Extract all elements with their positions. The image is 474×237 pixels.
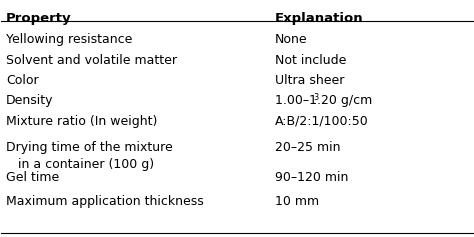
Text: 90–120 min: 90–120 min [275,171,348,184]
Text: A:B/2:1/100:50: A:B/2:1/100:50 [275,115,368,128]
Text: None: None [275,33,307,46]
Text: Explanation: Explanation [275,12,364,25]
Text: Gel time: Gel time [6,171,59,184]
Text: 1.00–1.20 g/cm: 1.00–1.20 g/cm [275,94,372,107]
Text: Property: Property [6,12,72,25]
Text: Yellowing resistance: Yellowing resistance [6,33,132,46]
Text: 10 mm: 10 mm [275,195,319,208]
Text: Mixture ratio (In weight): Mixture ratio (In weight) [6,115,157,128]
Text: Drying time of the mixture
   in a container (100 g): Drying time of the mixture in a containe… [6,141,173,171]
Text: Density: Density [6,94,54,107]
Text: Color: Color [6,74,39,87]
Text: Maximum application thickness: Maximum application thickness [6,195,204,208]
Text: Solvent and volatile matter: Solvent and volatile matter [6,54,177,67]
Text: Not include: Not include [275,54,346,67]
Text: 20–25 min: 20–25 min [275,141,340,154]
Text: 3: 3 [313,93,318,102]
Text: Ultra sheer: Ultra sheer [275,74,344,87]
